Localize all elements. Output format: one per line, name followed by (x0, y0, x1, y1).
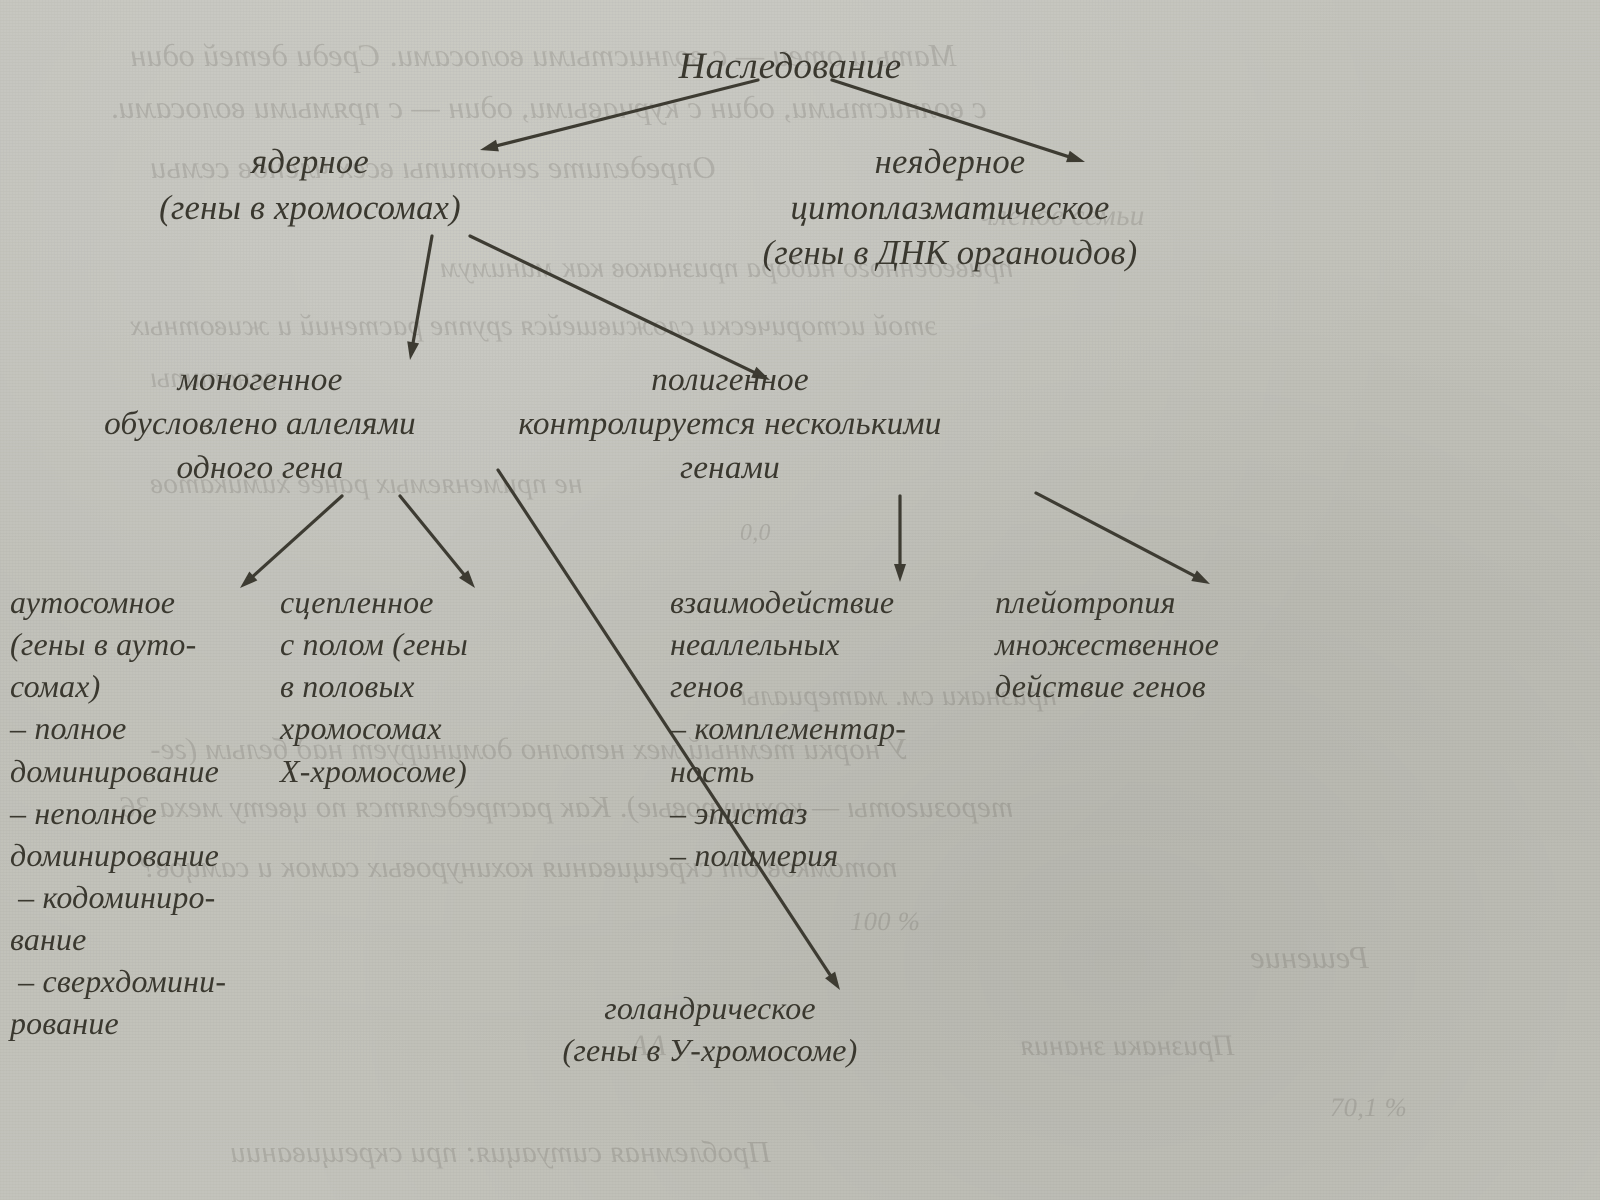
node-polygenic: полигенное контролируется несколькими ге… (470, 358, 990, 490)
node-root: Наследование (630, 42, 950, 91)
edge-nuclear-monogenic (412, 236, 432, 349)
node-nonallelic: взаимодействие неаллельных генов – компл… (670, 582, 990, 877)
node-nuclear: ядерное (гены в хромосомах) (95, 140, 525, 231)
node-holandric: голандрическое (гены в У-хромосоме) (480, 988, 940, 1072)
arrowhead-polygenic-nonallelic (894, 564, 906, 582)
node-monogenic: моногенное обусловлено аллелями одного г… (50, 358, 470, 490)
node-sexlinked: сцепленное с полом (гены в половых хромо… (280, 582, 580, 793)
edge-monogenic-autosomal (248, 496, 342, 581)
node-pleiotropy: плейотропия множественное действие генов (995, 582, 1325, 708)
edge-polygenic-pleiotropy (1036, 493, 1200, 579)
edge-monogenic-sexlinked (400, 496, 468, 580)
node-autosomal: аутосомное (гены в ауто- сомах) – полное… (10, 582, 310, 1045)
node-nonnuclear: неядерное цитоплазматическое (гены в ДНК… (690, 140, 1210, 277)
